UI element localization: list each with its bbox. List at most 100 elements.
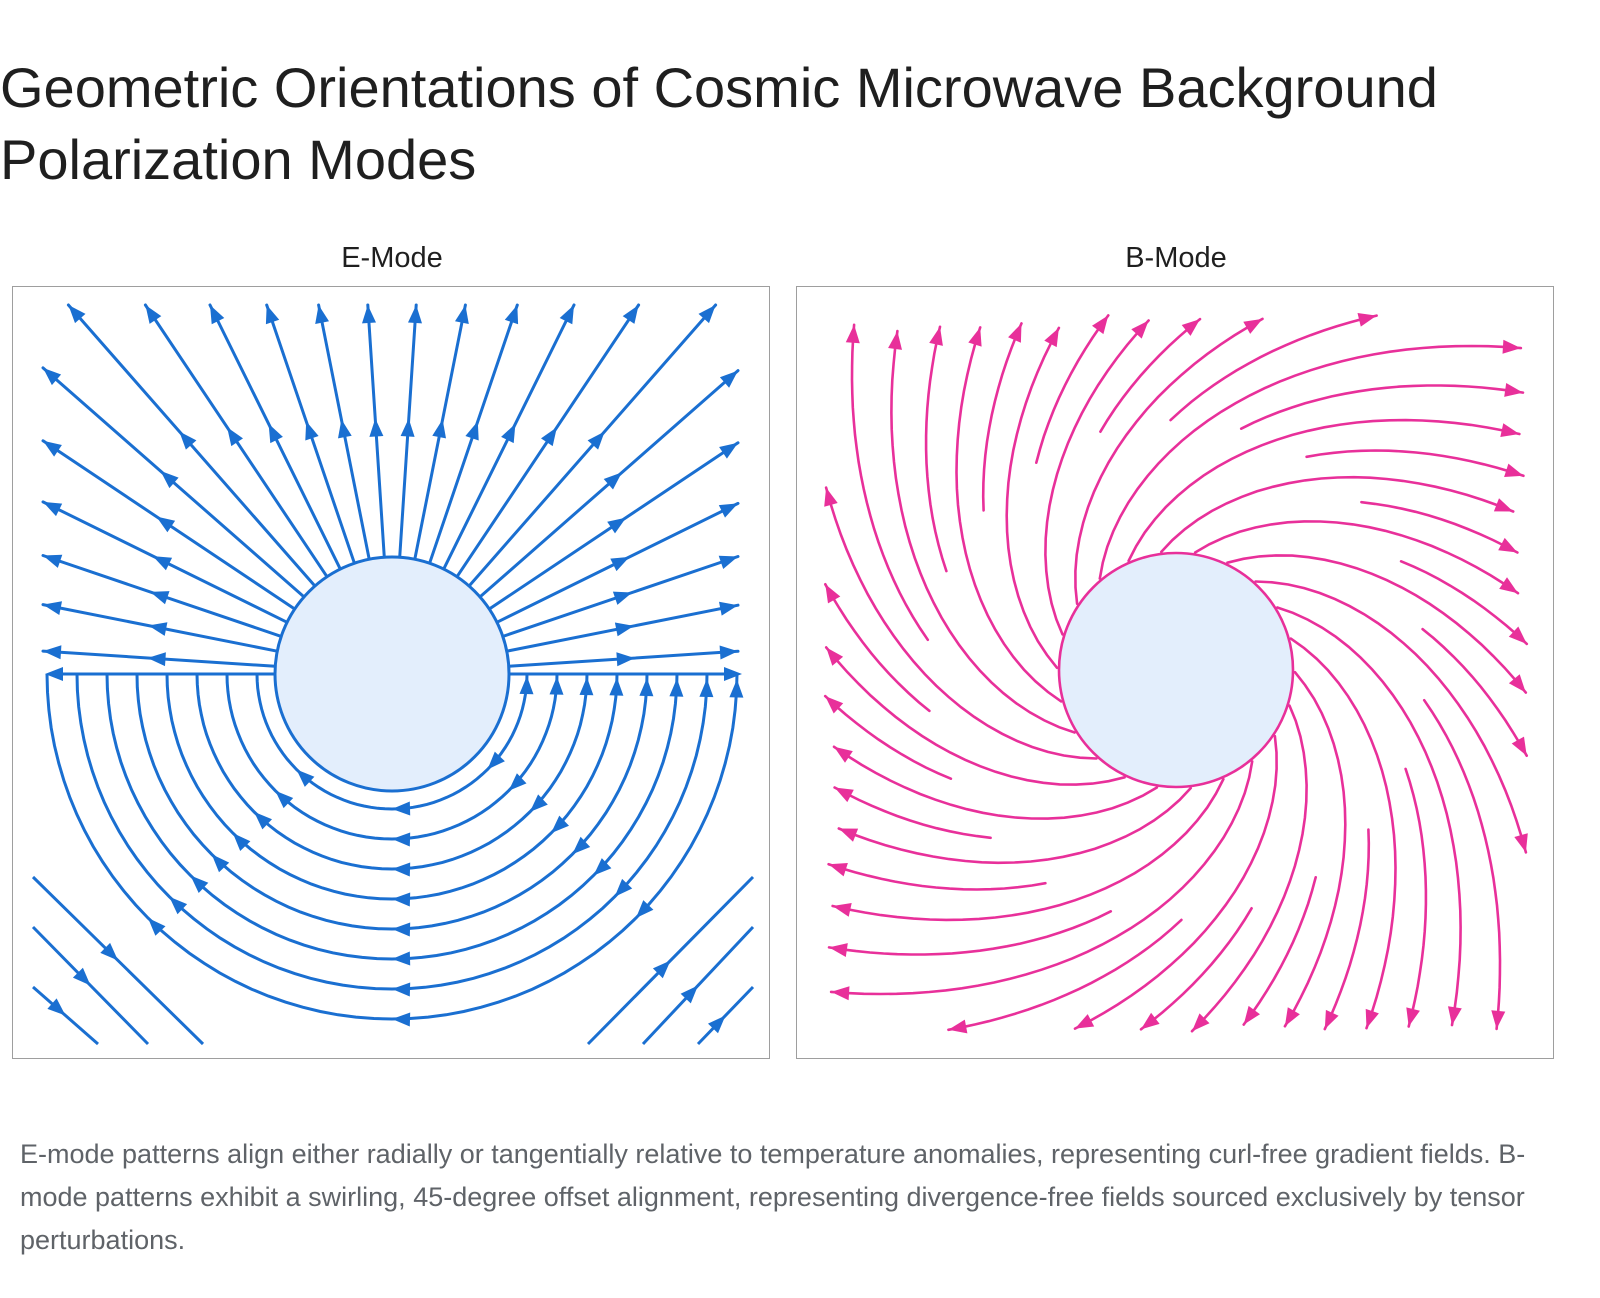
b-mode-spiral-arm [827,910,1113,956]
b-mode-spiral-arm [1160,475,1515,554]
b-mode-spiral-arm [890,329,1076,734]
e-mode-radial-arrowhead [719,442,738,459]
b-mode-arrowhead [1044,327,1059,348]
b-mode-spiral-arm [824,486,1098,760]
e-mode-tangential-arrowhead [639,678,654,697]
e-mode-radial-arrowhead [501,423,516,444]
e-mode-radial-arrowhead [152,556,173,571]
b-mode-spiral-arm [1035,314,1110,464]
b-mode-arrowhead [825,584,841,604]
b-mode-arrowhead [1092,315,1109,335]
b-mode-spiral-arm [832,745,1159,820]
e-mode-tangential-arrowhead [699,678,714,698]
b-mode-arrowhead [845,324,860,344]
e-mode-tangential-arrowhead [551,815,569,834]
b-mode-spiral-arm [831,777,1225,922]
b-mode-arrowhead [929,326,943,346]
b-mode-arrowhead [1504,463,1524,477]
e-mode-radial-arrowhead [607,517,627,534]
b-mode-spiral-arm [1305,449,1525,478]
e-mode-radial-arrowhead [315,305,329,324]
b-mode-arrowhead [1008,323,1022,343]
b-mode-arrowhead [1491,1010,1506,1029]
e-mode-tangential-arrowhead [148,918,166,936]
b-mode-spiral-arm [1242,876,1317,1026]
b-mode-arrowhead [824,487,838,507]
e-mode-radial-line [467,303,718,588]
e-mode-tangential-arrowhead [392,801,411,816]
b-mode-spiral-arm [1073,734,1278,1030]
e-mode-radial-arrowhead [603,472,622,490]
b-mode-arrowhead [1511,736,1527,756]
b-mode-arrowhead [831,986,850,1001]
b-mode-arrowhead [829,943,848,957]
b-mode-spiral-arm [1005,326,1061,670]
b-mode-arrowhead [828,863,848,877]
b-mode-spiral-arm [1404,767,1428,1028]
e-mode-tangential-arrowhead [519,676,534,695]
e-mode-radial-arrowhead [455,305,469,324]
e-mode-corner-arrowhead [100,942,118,961]
e-mode-radial-arrowhead [614,622,634,637]
b-mode-arrowhead [1243,1005,1260,1025]
e-mode-tangential-arrowhead [275,790,294,809]
b-mode-field-diagram [823,313,1529,1034]
e-mode-radial-arrowhead [43,645,62,660]
e-mode-radial-arrowhead [43,367,62,386]
b-mode-spiral-arm [1289,637,1397,1030]
e-mode-temperature-anomaly-disk [273,555,511,793]
e-mode-tangential-arrowhead [392,892,411,907]
e-mode-tangential-arrowhead [296,769,315,787]
b-mode-spiral-arm [1193,520,1520,595]
b-mode-spiral-arm [1254,580,1528,854]
b-mode-temperature-anomaly-disk [1057,551,1295,789]
e-mode-radial-arrowhead [612,591,633,605]
figure-caption: E-mode patterns align either radially or… [20,1139,1526,1255]
b-mode-arrowhead [826,647,844,666]
b-mode-spiral-arm [1099,317,1202,433]
e-mode-tangential-arrowhead [190,875,209,893]
b-mode-spiral-arm [1169,314,1378,422]
e-mode-radial-arrowhead [718,503,738,518]
b-mode-arrowhead [1075,1014,1095,1029]
e-mode-radial-arrowhead [43,554,63,568]
b-mode-spiral-arm [823,694,953,780]
b-mode-arrowhead [832,903,852,917]
b-mode-spiral-arm [1127,418,1521,563]
e-mode-tangential-arrowhead [254,811,272,830]
b-mode-spiral-arm [1283,670,1347,1028]
e-mode-corner-arrowhead [708,1015,726,1034]
e-mode-radial-arrowhead [587,431,605,450]
b-mode-spiral-arm [850,323,930,642]
e-mode-tangential-arrowhead [593,858,612,876]
e-mode-radial-arrowhead [698,305,716,324]
b-mode-arrowhead [1192,1013,1210,1032]
b-mode-spiral-arm [1139,907,1253,1031]
b-mode-spiral-arm [837,786,1192,865]
e-mode-tangential-arrowhead [636,900,654,918]
b-mode-arrowhead [1508,674,1526,693]
e-mode-radial-arrowhead [160,470,179,489]
e-mode-tangential-arrowhead [392,951,411,966]
b-mode-spiral-arm [1074,317,1264,606]
b-mode-arrowhead [1504,383,1523,397]
e-mode-radial-arrowhead [369,418,384,437]
b-mode-arrowhead [1365,1008,1379,1029]
b-mode-arrowhead [1508,626,1527,644]
b-mode-spiral-arm [1239,384,1525,430]
b-mode-arrowhead [948,1019,968,1034]
b-mode-arrowhead [825,696,844,714]
page-title: Geometric Orientations of Cosmic Microwa… [0,56,1438,191]
b-mode-arrowhead [888,331,902,350]
b-mode-arrowhead [1406,1007,1420,1027]
e-mode-tangential-arrowhead [529,794,548,812]
b-mode-spiral-arm [1226,554,1528,694]
b-mode-arrowhead [1493,498,1514,512]
e-mode-tangential-arrowhead [392,982,411,997]
b-mode-spiral-arm [829,760,1254,996]
e-mode-radial-line [66,303,317,588]
b-mode-spiral-arm [1421,627,1528,757]
e-mode-tangential-arrowhead [549,676,564,695]
e-mode-tangential-arrowhead [211,854,230,873]
e-mode-radial-arrowhead [45,667,63,681]
